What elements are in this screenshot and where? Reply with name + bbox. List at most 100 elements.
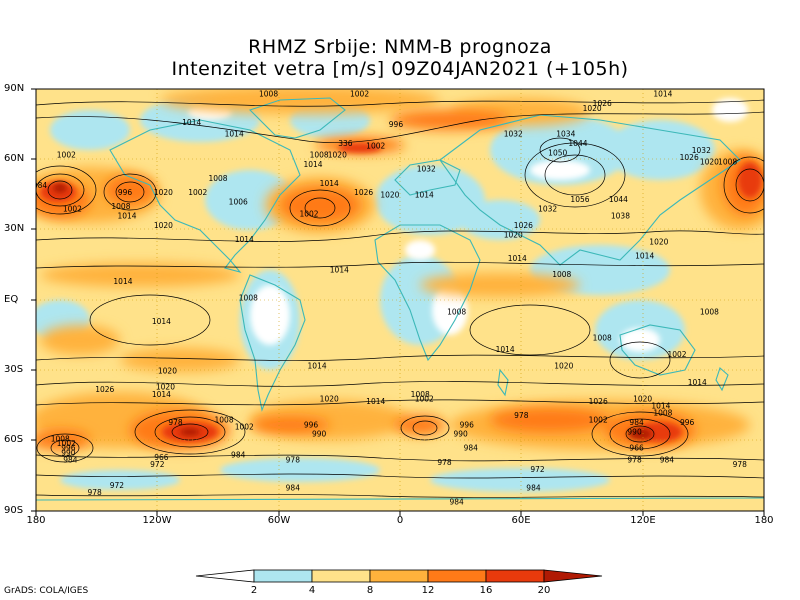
pressure-label: 978 (87, 488, 102, 497)
pressure-label: 1008 (411, 390, 430, 399)
axis-ticks (31, 88, 765, 516)
lon-label-120w: 120W (142, 515, 172, 526)
pressure-label: 1020 (328, 151, 347, 160)
pressure-label: 972 (150, 460, 165, 469)
light-wind-patches (36, 98, 715, 492)
pressure-label: 990 (61, 448, 76, 457)
extreme-wind-cores (53, 183, 652, 440)
pressure-label: 1056 (570, 195, 589, 204)
pressure-label: 1020 (504, 230, 523, 239)
lon-label-120e: 120E (630, 515, 656, 526)
pressure-label: 1002 (589, 416, 608, 425)
pressure-label: 1014 (688, 378, 707, 387)
pressure-label: 1014 (152, 390, 171, 399)
colorbar-bin-2-4 (253, 569, 313, 583)
pressure-label: 1020 (700, 158, 719, 167)
pressure-label: 1020 (320, 394, 339, 403)
pressure-label: 984 (464, 444, 479, 453)
pressure-label: 1020 (154, 221, 173, 230)
pressure-label: 1008 (310, 151, 329, 160)
colorbar-tick-2: 2 (250, 585, 258, 596)
pressure-label: 1014 (635, 251, 654, 260)
pressure-label: 1014 (308, 362, 327, 371)
pressure-label: 1020 (380, 191, 399, 200)
lat-label-30n: 30N (4, 223, 25, 234)
pressure-label: 1002 (350, 90, 369, 99)
pressure-label: 996 (61, 444, 76, 453)
graticule (36, 89, 764, 511)
pressure-label: 984 (63, 455, 78, 464)
pressure-label: 1006 (229, 198, 248, 207)
pressure-label: 990 (454, 430, 469, 439)
pressure-label: 1002 (57, 439, 76, 448)
colorbar-bin-16-20 (485, 569, 545, 583)
pressure-label: 1008 (215, 416, 234, 425)
pressure-label: 1038 (611, 212, 630, 221)
pressure-label: 1002 (188, 188, 207, 197)
pressure-label: 1044 (568, 139, 587, 148)
pressure-label: 1026 (589, 397, 608, 406)
pressure-label: 1020 (649, 237, 668, 246)
lat-label-90s: 90S (4, 505, 24, 516)
pressure-label: 978 (168, 418, 183, 427)
pressure-label: 1044 (609, 195, 628, 204)
pressure-label: 1032 (504, 130, 523, 139)
pressure-label: 1008 (259, 90, 278, 99)
pressure-label: 1032 (417, 165, 436, 174)
pressure-label: 996 (304, 420, 319, 429)
pressure-label: 1008 (700, 308, 719, 317)
pressure-label: 1008 (239, 294, 258, 303)
pressure-label: 1014 (320, 179, 339, 188)
pressure-label: 978 (627, 455, 642, 464)
pressure-label: 1014 (651, 402, 670, 411)
lat-label-60n: 60N (4, 153, 25, 164)
pressure-label: 984 (660, 455, 675, 464)
pressure-label: 1014 (117, 212, 136, 221)
pressure-label: 990 (627, 427, 642, 436)
pressure-label: 984 (526, 484, 541, 493)
colorbar-tick-4: 4 (308, 585, 316, 596)
pressure-label: 966 (629, 444, 644, 453)
colorbar-bin-8-12 (369, 569, 429, 583)
pressure-label: 1014 (508, 254, 527, 263)
colorbar-tick-16: 16 (479, 585, 493, 596)
pressure-label: 1050 (548, 148, 567, 157)
pressure-label: 1008 (208, 174, 227, 183)
pressure-label: 1008 (111, 202, 130, 211)
pressure-label: 1020 (633, 394, 652, 403)
lat-label-60s: 60S (4, 434, 24, 445)
pressure-label: 1034 (556, 130, 575, 139)
colorbar-bin-12-16 (427, 569, 487, 583)
pressure-label: 1002 (415, 394, 434, 403)
pressure-label: 990 (312, 430, 327, 439)
pressure-label: 1014 (235, 235, 254, 244)
pressure-label: 984 (33, 181, 48, 190)
colorbar (195, 569, 603, 583)
pressure-label: 1020 (156, 383, 175, 392)
pressure-label: 1002 (63, 205, 82, 214)
pressure-label: 1032 (692, 146, 711, 155)
pressure-label: 972 (530, 465, 545, 474)
pressure-label: 1002 (299, 209, 318, 218)
pressure-label: 978 (514, 411, 529, 420)
pressure-label: 1020 (154, 188, 173, 197)
pressure-label: 1008 (51, 434, 70, 443)
pressure-label: 984 (449, 498, 464, 507)
pressure-label: 1008 (718, 158, 737, 167)
pressure-label: 1002 (366, 141, 385, 150)
colorbar-tick-8: 8 (366, 585, 374, 596)
lat-label-eq: EQ (4, 294, 19, 305)
pressure-label: 996 (389, 120, 404, 129)
pressure-label: 1026 (680, 153, 699, 162)
lon-label-60e: 60E (511, 515, 531, 526)
pressure-label: 1026 (593, 99, 612, 108)
pressure-label: 984 (231, 451, 246, 460)
colorbar-bin-4-8 (311, 569, 371, 583)
pressure-label: 978 (437, 458, 452, 467)
lat-label-90n: 90N (4, 83, 25, 94)
colorbar-tick-20: 20 (537, 585, 551, 596)
lon-label-0: 0 (396, 515, 404, 526)
colorbar-max-triangle (543, 569, 603, 583)
pressure-label: 1014 (366, 397, 385, 406)
